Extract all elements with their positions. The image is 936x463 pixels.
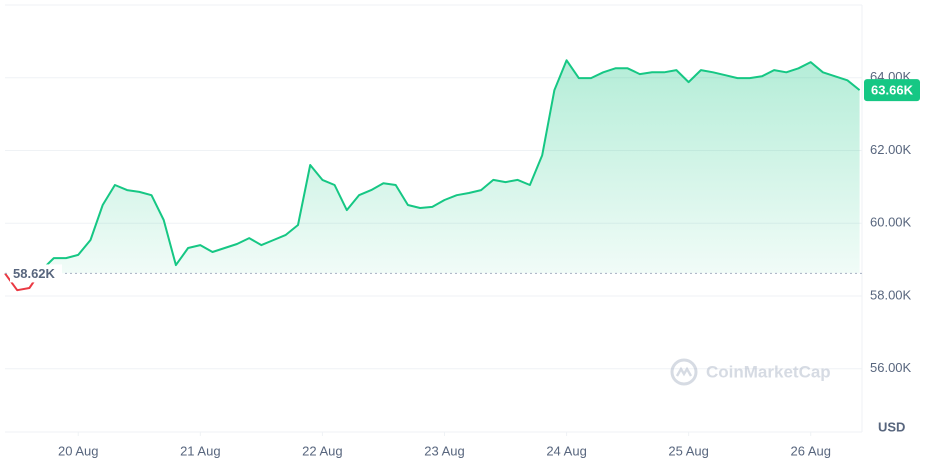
x-tick-label: 24 Aug [546, 443, 587, 458]
baseline-label: 58.62K [13, 266, 56, 281]
x-tick-label: 21 Aug [180, 443, 221, 458]
watermark-logo-mark [675, 366, 693, 377]
price-line-above [4, 59, 861, 274]
last-price-bg [864, 79, 920, 102]
y-tick-label: 62.00K [870, 142, 912, 157]
x-tick-label: 20 Aug [58, 443, 99, 458]
x-tick-label: 23 Aug [424, 443, 465, 458]
y-tick-label: 58.00K [870, 287, 912, 302]
y-tick-label: 60.00K [870, 215, 912, 230]
last-price-label: 63.66K [871, 83, 914, 98]
watermark: CoinMarketCap [670, 358, 831, 386]
plot: 58.62K [4, 59, 862, 292]
y-unit: USD [878, 419, 905, 434]
watermark-logo [670, 358, 698, 386]
x-tick-label: 22 Aug [302, 443, 343, 458]
x-tick-label: 25 Aug [668, 443, 709, 458]
y-tick-label: 56.00K [870, 360, 912, 375]
area [5, 60, 860, 274]
x-tick-label: 26 Aug [790, 443, 831, 458]
baseline-label-bg [10, 264, 62, 283]
watermark-text: CoinMarketCap [706, 362, 831, 381]
